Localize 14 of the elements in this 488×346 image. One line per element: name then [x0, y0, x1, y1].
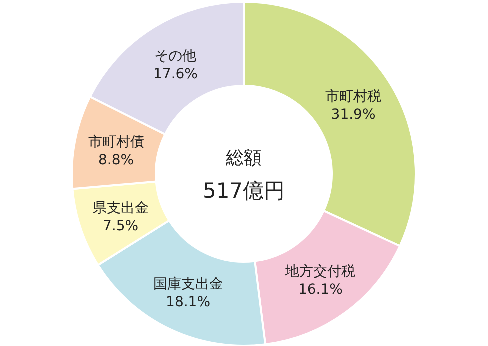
- text: 総額: [225, 148, 262, 169]
- slice-label: 市町村税: [326, 89, 382, 105]
- text: 517億円: [202, 179, 286, 203]
- data-label: 31.9%: [331, 107, 376, 123]
- data-label: 7.5%: [102, 218, 139, 234]
- slice-label: 地方交付税: [284, 264, 356, 280]
- data-label: 16.1%: [298, 282, 343, 298]
- slice-label: 市町村債: [88, 134, 144, 151]
- slice-label: 国庫支出金: [153, 276, 224, 292]
- slice-label: その他: [154, 48, 197, 64]
- data-label: 17.6%: [153, 66, 198, 82]
- data-label: 18.1%: [166, 294, 211, 310]
- slice-label: 県支出金: [92, 200, 149, 216]
- data-label: 8.8%: [98, 152, 134, 169]
